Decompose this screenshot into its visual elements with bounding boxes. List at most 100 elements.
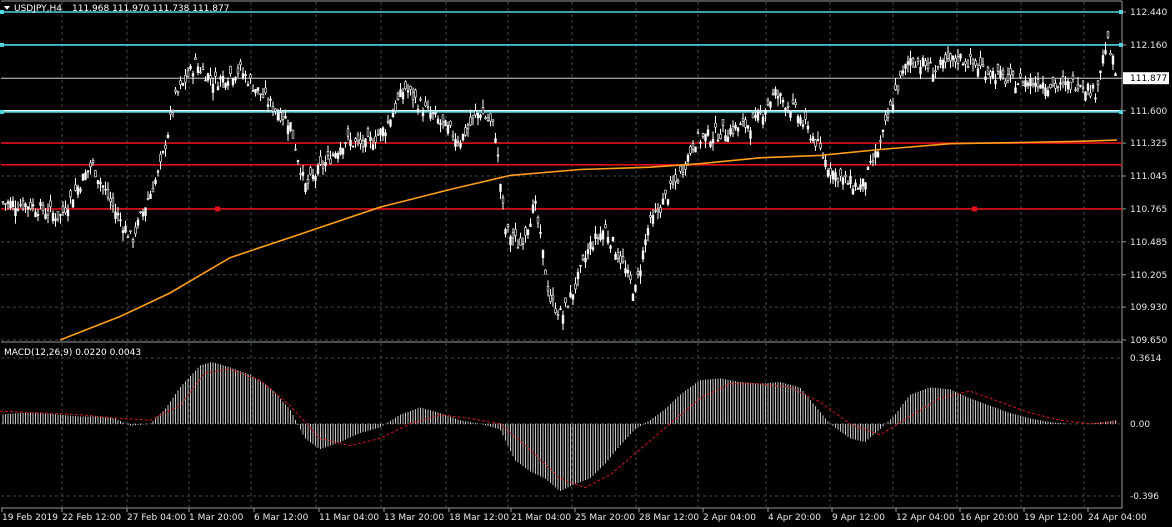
candle-body <box>189 65 192 70</box>
candle-body <box>881 129 885 132</box>
candle-body <box>169 111 172 115</box>
candle-body <box>586 249 590 255</box>
candle-body <box>969 53 972 58</box>
time-tick-label: 4 Apr 20:00 <box>768 513 821 523</box>
candle-body <box>4 203 7 205</box>
candle-body <box>156 170 160 173</box>
candle-body <box>839 168 842 177</box>
candle-body <box>766 100 770 105</box>
candle-body <box>129 230 132 233</box>
candle-body <box>794 102 797 106</box>
candle-body <box>179 80 182 85</box>
macd-panel[interactable] <box>0 362 1118 492</box>
candle-body <box>1111 55 1115 65</box>
candle-body <box>1046 90 1050 96</box>
candle-body <box>564 297 567 304</box>
candle-body <box>704 133 707 142</box>
candle-body <box>879 139 882 142</box>
candle-body <box>801 124 805 127</box>
price-panel[interactable] <box>0 0 1123 509</box>
candle-body <box>136 219 140 226</box>
candle-body <box>276 112 280 120</box>
price-tick-label: 110.765 <box>1130 205 1167 215</box>
candle-body <box>771 93 775 96</box>
candle-body <box>591 247 595 250</box>
current-price-marker: 111.877 <box>1123 72 1169 85</box>
candle-body <box>171 109 175 112</box>
candle-body <box>371 144 375 150</box>
candle-body <box>229 66 232 74</box>
candle-body <box>1076 84 1080 90</box>
candle-body <box>599 233 602 240</box>
candle-body <box>1031 83 1035 86</box>
candle-body <box>694 146 697 153</box>
candle-body <box>574 283 577 290</box>
candle-body <box>966 66 970 68</box>
candle-body <box>714 122 717 128</box>
candle-body <box>569 292 572 298</box>
candle-body <box>464 127 467 136</box>
candle-body <box>844 174 847 177</box>
macd-tick-label: 0.3614 <box>1130 354 1162 364</box>
candle-body <box>501 197 505 204</box>
candle-body <box>629 274 632 280</box>
candle-body <box>549 295 552 303</box>
candle-body <box>484 117 487 120</box>
candle-body <box>6 201 10 204</box>
price-tick-label: 112.160 <box>1130 41 1167 51</box>
candle-body <box>834 172 837 181</box>
candle-body <box>866 166 870 170</box>
time-tick-label: 2 Apr 04:00 <box>703 513 756 523</box>
candle-body <box>221 75 225 83</box>
candle-body <box>209 75 212 79</box>
candle-body <box>311 175 315 179</box>
candle-body <box>894 84 897 90</box>
candle-body <box>89 162 92 168</box>
horizontal-levels[interactable] <box>0 10 1123 212</box>
candle-body <box>299 173 302 175</box>
candle-body <box>284 116 287 119</box>
candle-body <box>1044 87 1047 96</box>
candle-body <box>104 188 107 191</box>
time-tick-label: 19 Apr 12:00 <box>1024 513 1083 523</box>
triangle-down-icon[interactable] <box>4 6 10 10</box>
macd-header: MACD(12,26,9) 0.0220 0.0043 <box>4 348 141 358</box>
candle-body <box>666 199 670 205</box>
candle-body <box>999 70 1002 79</box>
candle-body <box>264 87 267 94</box>
candle-body <box>706 129 710 136</box>
candle-body <box>376 134 380 136</box>
candle-body <box>24 203 27 207</box>
time-tick-label: 1 Mar 20:00 <box>189 513 244 523</box>
candle-body <box>874 151 877 158</box>
candle-body <box>351 145 355 148</box>
candle-body <box>106 189 110 198</box>
candle-body <box>679 165 682 172</box>
candle-body <box>1009 68 1012 76</box>
candle-body <box>956 56 960 64</box>
candle-body <box>366 128 370 137</box>
candle-body <box>884 114 887 122</box>
candle-body <box>399 89 402 97</box>
macd-histogram <box>2 362 1116 492</box>
candle-body <box>809 138 812 141</box>
candle-body <box>849 175 852 185</box>
candle-body <box>889 101 892 106</box>
candle-body <box>11 200 15 207</box>
candle-body <box>309 167 312 175</box>
candle-body <box>21 200 25 210</box>
candle-body <box>474 110 477 116</box>
candle-body <box>81 174 85 181</box>
candle-body <box>601 230 605 240</box>
candle-body <box>101 185 105 188</box>
candle-body <box>689 146 692 154</box>
candle-body <box>84 172 87 180</box>
time-tick-label: 19 Feb 2019 <box>2 513 58 523</box>
candle-body <box>341 148 345 155</box>
candle-body <box>901 70 905 74</box>
candle-body <box>434 112 437 115</box>
candle-body <box>789 111 792 118</box>
candle-body <box>1064 81 1067 86</box>
candle-body <box>16 208 20 211</box>
